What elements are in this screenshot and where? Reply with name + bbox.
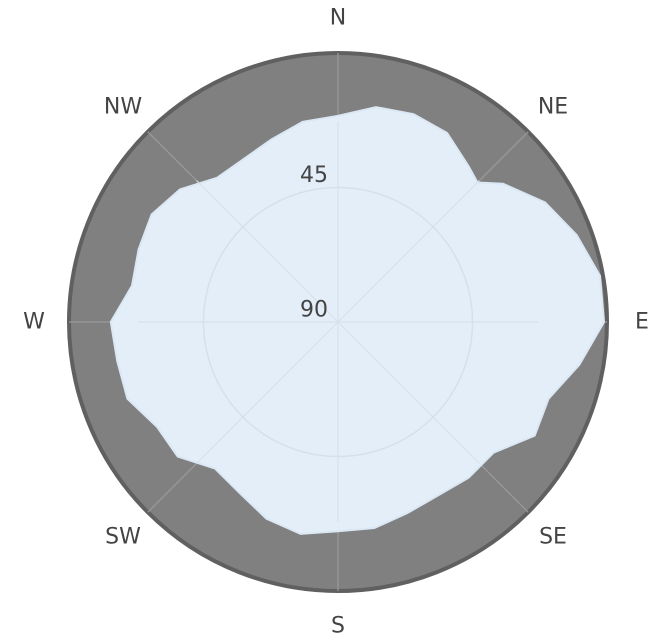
inner-spoke-nw <box>196 180 339 323</box>
compass-label-w: W <box>23 310 45 335</box>
radial-tick-label-90: 90 <box>300 298 328 323</box>
compass-label-nw: NW <box>104 95 142 120</box>
inner-spoke-ne <box>337 180 480 323</box>
radial-tick-label-45: 45 <box>300 163 328 188</box>
compass-label-ne: NE <box>538 95 568 120</box>
compass-label-se: SE <box>539 525 567 550</box>
inner-spoke-sw <box>196 321 339 464</box>
compass-label-s: S <box>331 614 345 637</box>
compass-label-n: N <box>330 6 346 31</box>
inner-spoke-se <box>337 321 480 464</box>
visible-sky-area <box>109 106 606 535</box>
compass-label-sw: SW <box>105 525 141 550</box>
compass-label-e: E <box>635 310 649 335</box>
